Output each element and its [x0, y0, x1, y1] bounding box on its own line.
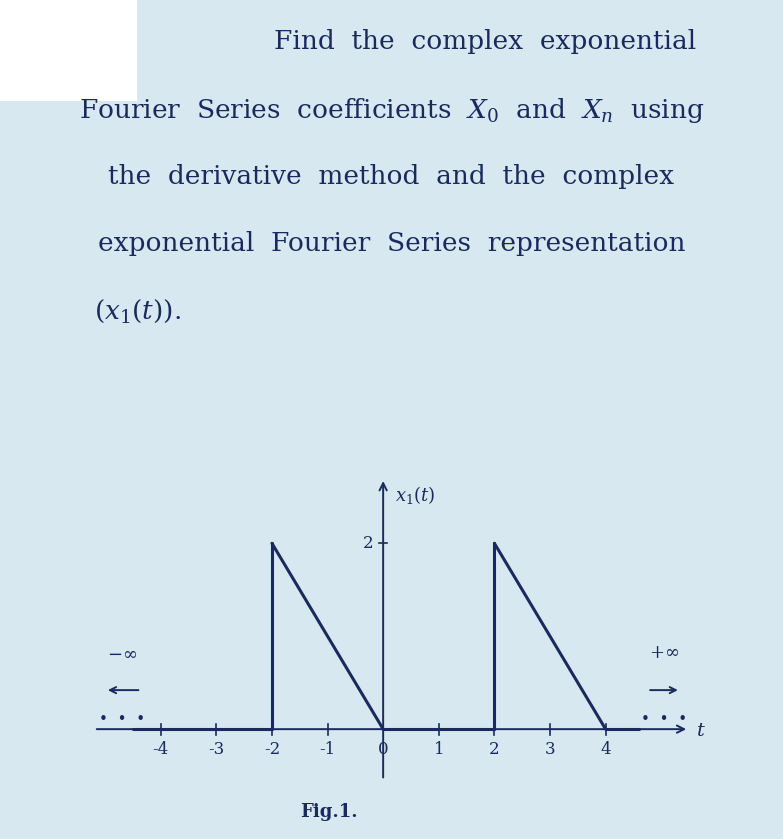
Text: 2: 2 [363, 534, 373, 552]
Text: •  •  •: • • • [641, 712, 687, 727]
Text: -2: -2 [264, 741, 280, 758]
Text: Fig.1.: Fig.1. [300, 803, 358, 821]
Text: the  derivative  method  and  the  complex: the derivative method and the complex [108, 164, 675, 189]
Text: 0: 0 [378, 741, 388, 758]
Text: -1: -1 [319, 741, 336, 758]
Text: Fourier  Series  coefficients  $X_0$  and  $X_n$  using: Fourier Series coefficients $X_0$ and $X… [79, 96, 704, 126]
Text: 2: 2 [489, 741, 500, 758]
Text: 3: 3 [545, 741, 555, 758]
Text: •  •  •: • • • [99, 712, 145, 727]
Text: exponential  Fourier  Series  representation: exponential Fourier Series representatio… [98, 231, 685, 256]
Text: -4: -4 [153, 741, 169, 758]
Text: 1: 1 [434, 741, 444, 758]
Text: Find  the  complex  exponential: Find the complex exponential [274, 29, 697, 55]
Text: $x_1(t)$: $x_1(t)$ [395, 484, 436, 506]
Text: $-\infty$: $-\infty$ [106, 644, 137, 662]
Text: $t$: $t$ [696, 722, 705, 740]
Text: -3: -3 [208, 741, 225, 758]
Text: $+\infty$: $+\infty$ [649, 644, 679, 662]
Text: 4: 4 [601, 741, 611, 758]
Text: $(x_1(t))$.: $(x_1(t))$. [94, 298, 181, 326]
